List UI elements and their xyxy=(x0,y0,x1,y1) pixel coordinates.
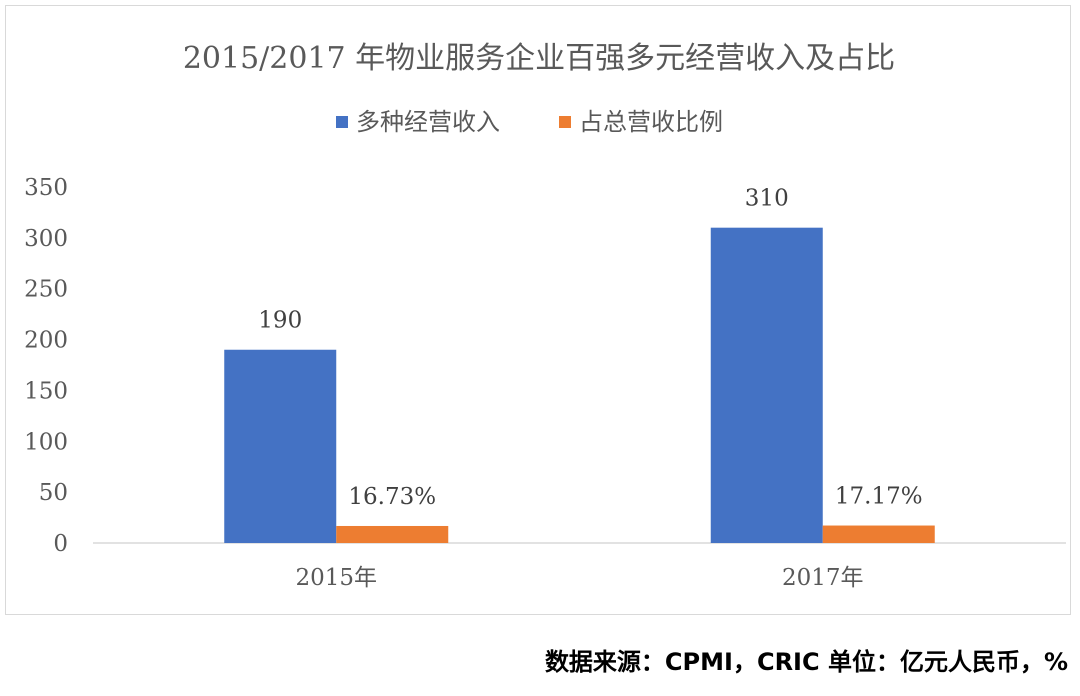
bar-income xyxy=(224,349,337,543)
bars xyxy=(224,227,935,543)
chart-frame: 2015/2017 年物业服务企业百强多元经营收入及占比 多种经营收入 占总营收比… xyxy=(5,5,1071,615)
bar-income xyxy=(710,227,823,543)
source-note: 数据来源：CPMI，CRIC 单位：亿元人民币，% xyxy=(544,648,1068,676)
chart-title: 2015/2017 年物业服务企业百强多元经营收入及占比 xyxy=(183,41,895,76)
bar-chart: 2015/2017 年物业服务企业百强多元经营收入及占比 多种经营收入 占总营收比… xyxy=(24,41,1066,591)
y-tick-label: 100 xyxy=(24,429,68,455)
data-label: 190 xyxy=(258,308,302,334)
y-tick-label: 0 xyxy=(53,531,68,557)
data-label: 17.17% xyxy=(835,484,923,510)
data-label: 16.73% xyxy=(348,484,436,510)
y-tick-label: 50 xyxy=(39,480,68,506)
data-label: 310 xyxy=(745,186,789,212)
y-tick-label: 300 xyxy=(24,226,68,252)
y-tick-label: 250 xyxy=(24,277,68,303)
y-tick-label: 150 xyxy=(24,378,68,404)
x-tick-label: 2017年 xyxy=(782,565,864,591)
legend-swatch xyxy=(559,116,571,128)
legend-swatch xyxy=(336,116,348,128)
x-axis: 2015年 2017年 xyxy=(93,542,1066,591)
data-labels: 190 16.73% 310 17.17% xyxy=(258,186,922,510)
legend: 多种经营收入 占总营收比例 xyxy=(336,108,723,136)
legend-label: 多种经营收入 xyxy=(356,108,500,136)
y-tick-label: 350 xyxy=(24,175,68,201)
x-tick-label: 2015年 xyxy=(295,565,377,591)
y-tick-label: 200 xyxy=(24,328,68,354)
legend-label: 占总营收比例 xyxy=(579,108,723,136)
y-axis: 0 50 100 150 200 250 300 350 xyxy=(24,175,68,557)
bar-ratio xyxy=(336,525,449,543)
bar-ratio xyxy=(822,525,935,543)
